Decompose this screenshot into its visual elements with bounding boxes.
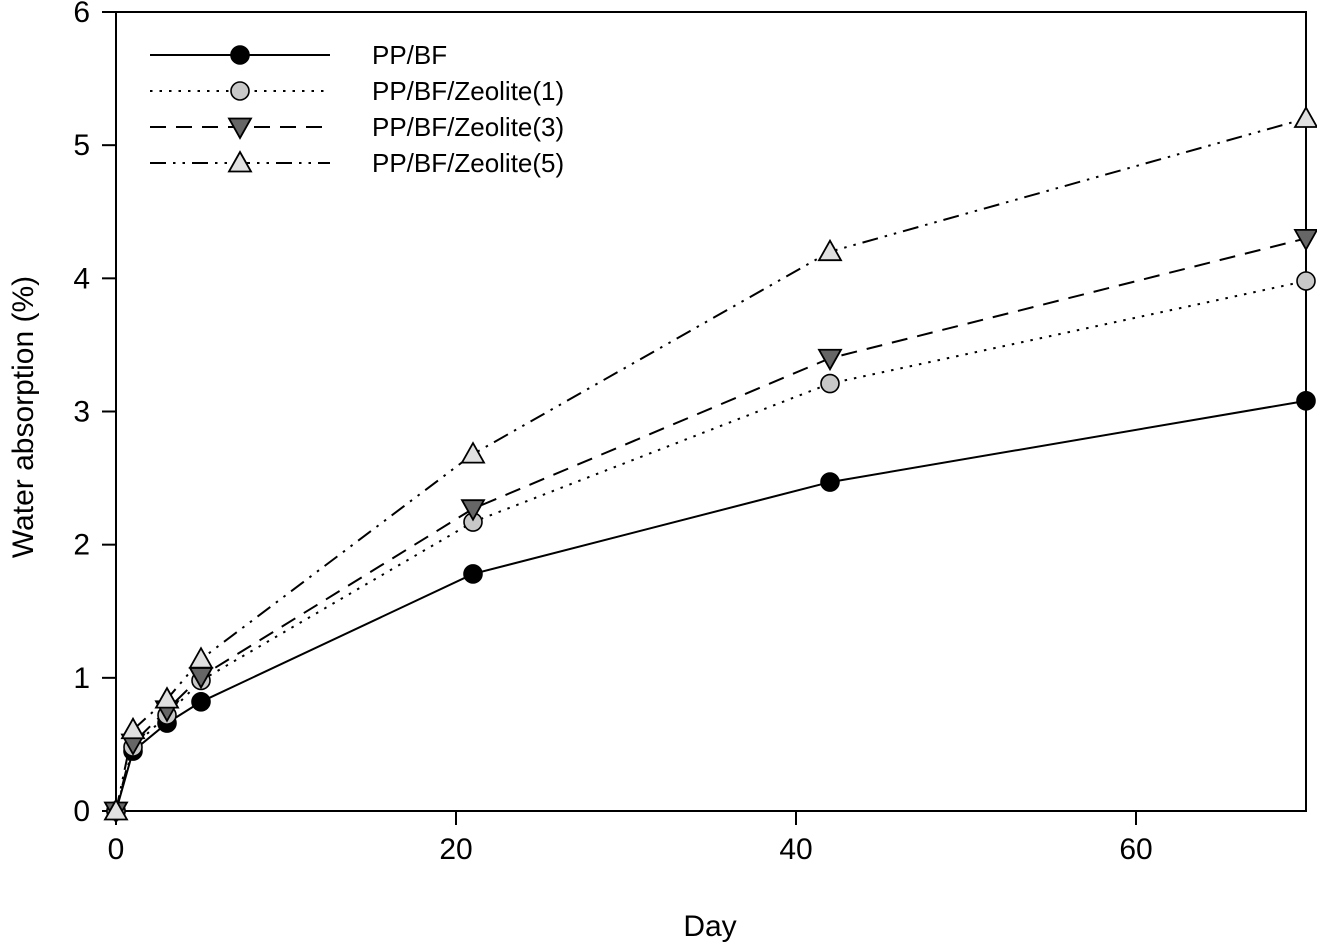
data-point (1296, 271, 1316, 291)
plot-area: 0 20 40 60 0 1 2 3 4 5 6 (73, 0, 1317, 866)
data-point (460, 441, 486, 464)
x-tick-label: 20 (439, 833, 472, 866)
data-point (820, 472, 840, 492)
series-line (115, 117, 1307, 812)
plot-border (115, 11, 1307, 812)
data-point (191, 692, 211, 712)
data-point (154, 686, 180, 709)
y-tick-label: 4 (73, 262, 90, 295)
data-point (188, 646, 214, 669)
series-line (115, 280, 1307, 812)
x-tick-label: 40 (779, 833, 812, 866)
data-point (463, 564, 483, 584)
legend-marker (227, 117, 253, 140)
y-tick-label: 2 (73, 529, 90, 562)
legend-marker (230, 81, 250, 101)
x-tick-label: 60 (1119, 833, 1152, 866)
y-tick-label: 0 (73, 795, 90, 828)
data-point (120, 716, 146, 740)
y-tick-label: 5 (73, 129, 90, 162)
y-tick-label: 1 (73, 662, 90, 695)
y-tick-label: 3 (73, 396, 90, 429)
x-tick-label: 0 (108, 833, 125, 866)
legend: PP/BF PP/BF/Zeolite(1) PP/BF/Zeolite(3) PP/… (150, 40, 564, 178)
data-point (817, 348, 843, 372)
data-point (1293, 105, 1317, 128)
series-line (115, 237, 1307, 812)
series-line (115, 399, 1307, 812)
legend-label: PP/BF/Zeolite(5) (372, 148, 564, 178)
data-point (1293, 228, 1317, 252)
legend-marker (230, 45, 250, 65)
data-point (1296, 391, 1316, 411)
data-point (103, 798, 129, 821)
x-axis-title: Day (683, 910, 736, 943)
y-tick-label: 6 (73, 0, 90, 29)
data-point (817, 238, 843, 262)
y-axis-title: Water absorption (%) (7, 276, 40, 558)
legend-label: PP/BF (372, 40, 447, 70)
legend-label: PP/BF/Zeolite(1) (372, 76, 564, 106)
data-point (820, 373, 840, 394)
legend-label: PP/BF/Zeolite(3) (372, 112, 564, 142)
legend-marker (227, 150, 253, 173)
data-point (460, 499, 486, 522)
